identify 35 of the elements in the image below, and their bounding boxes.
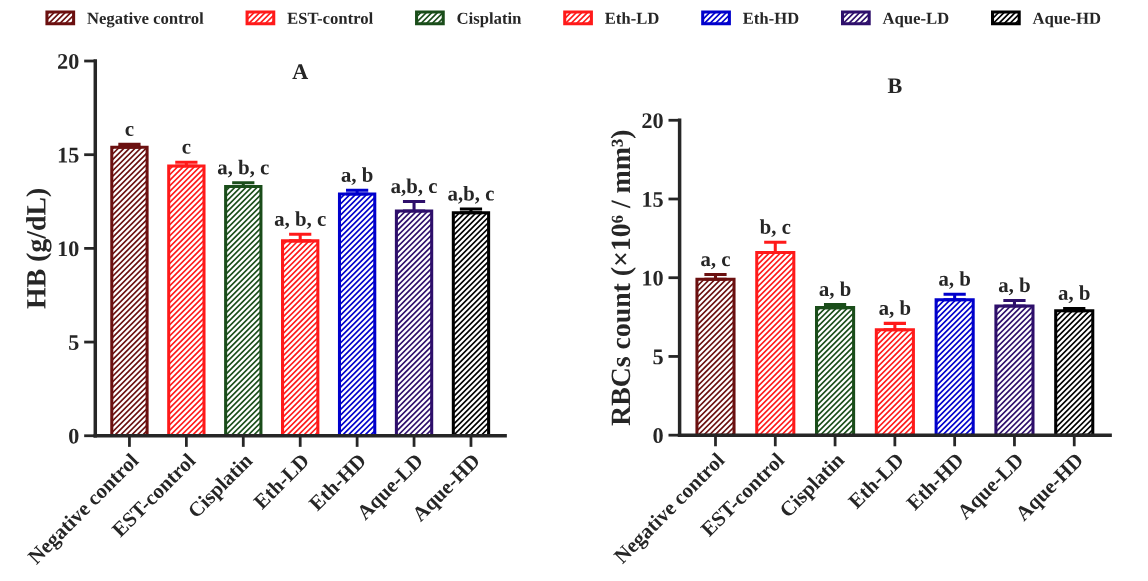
annotation: a, b [998,277,1030,296]
y-tick-label: 10 [643,270,663,286]
y-tick-label: 10 [58,241,79,257]
chart-title: B [887,78,902,94]
y-tick-label: 20 [58,53,79,69]
legend-label: Negative control [87,12,204,28]
y-tick-label: 0 [653,428,663,444]
annotation: a, b [879,300,911,318]
annotation: a, b [819,281,851,300]
annotation: a, b, c [217,159,269,178]
annotation: a, b [341,167,373,185]
annotation: a, c [701,256,731,270]
legend-label: Aque-HD [1032,12,1101,28]
legend-label: Eth-HD [742,12,799,24]
chart-title: A [292,64,309,79]
y-tick-label: 20 [642,113,663,129]
annotation: a, b [939,271,971,289]
y-tick-label: 5 [69,335,79,350]
y-tick-label: 15 [643,192,663,207]
annotation: c [182,143,191,154]
annotation: c [125,125,134,136]
annotation: a, b, c [274,211,326,229]
legend-label: EST-control [287,12,373,24]
legend-label: Aque-LD [882,12,949,28]
y-tick-label: 5 [653,349,663,365]
legend-label: Eth-LD [605,12,659,24]
y-axis-title: HB (g/dL) [26,189,52,309]
annotation: a, b [1058,285,1090,304]
annotation: a,b, c [391,178,437,197]
y-axis-title: RBCs count (×10⁶ / mm³) [610,130,636,426]
legend-label: Cisplatin [457,12,522,28]
y-tick-label: 0 [69,428,79,444]
y-tick-label: 15 [58,147,79,163]
annotation: b, c [759,219,791,237]
annotation: a,b, c [448,185,494,204]
